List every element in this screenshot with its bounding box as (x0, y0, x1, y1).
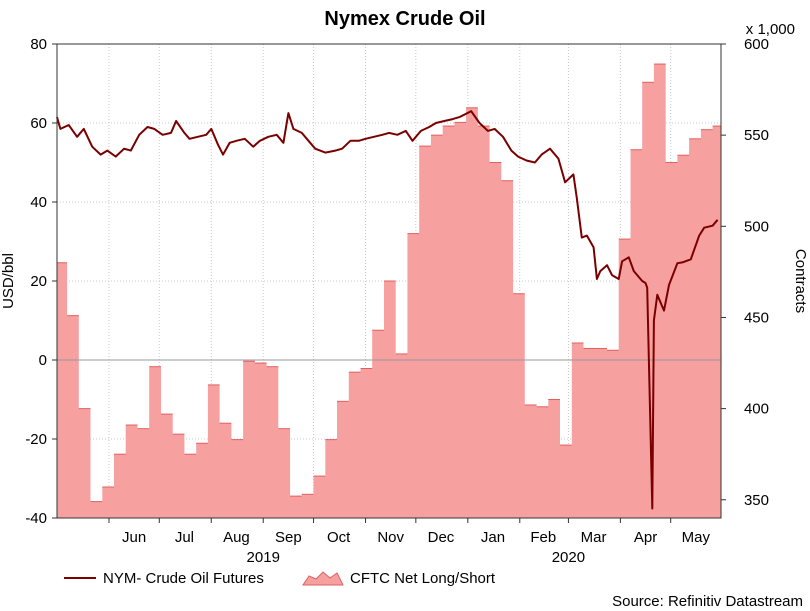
cftc-net-area (57, 63, 721, 518)
cftc-area-fill (57, 64, 721, 518)
x-month-label: Feb (530, 529, 556, 546)
x-year-label: 2019 (247, 549, 280, 566)
x-month-label: Jan (481, 529, 505, 546)
legend-swatch-positions (302, 571, 344, 586)
crude-price-line (56, 110, 719, 510)
right-axis-label: Contracts (792, 249, 809, 313)
right-tick-label: 350 (744, 492, 769, 509)
x-month-label: Dec (428, 529, 455, 546)
right-tick-label: 400 (744, 401, 769, 418)
left-tick-label: 60 (30, 115, 47, 132)
left-axis-label: USD/bbl (0, 253, 17, 309)
left-tick-label: 0 (39, 352, 47, 369)
x-month-label: Apr (634, 529, 657, 546)
legend: NYM- Crude Oil Futures CFTC Net Long/Sho… (64, 570, 496, 587)
right-tick-label: 600 (744, 36, 769, 53)
left-tick-label: 40 (30, 194, 47, 211)
x-month-label: May (682, 529, 711, 546)
x-month-label: Aug (223, 529, 250, 546)
right-tick-label: 550 (744, 127, 769, 144)
chart-title: Nymex Crude Oil (324, 8, 485, 30)
x-month-label: Jul (175, 529, 194, 546)
source-note: Source: Refinitiv Datastream (612, 593, 803, 610)
right-tick-label: 450 (744, 309, 769, 326)
right-axis: 600 550 500 450 400 350 (721, 36, 769, 509)
legend-item-positions: CFTC Net Long/Short (302, 570, 496, 587)
x-month-label: Nov (377, 529, 404, 546)
right-tick-label: 500 (744, 218, 769, 235)
legend-item-price: NYM- Crude Oil Futures (64, 570, 264, 587)
left-tick-label: -40 (25, 510, 47, 527)
left-tick-label: -20 (25, 431, 47, 448)
legend-label-positions: CFTC Net Long/Short (350, 570, 496, 587)
left-tick-label: 80 (30, 36, 47, 53)
x-month-label: Mar (581, 529, 607, 546)
plot-area (56, 43, 722, 519)
right-axis-multiplier: x 1,000 (746, 21, 795, 38)
x-month-label: Oct (327, 529, 351, 546)
legend-label-price: NYM- Crude Oil Futures (103, 570, 264, 587)
x-axis: Jun Jul Aug Sep Oct Nov Dec Jan Feb Mar Apr May 2019… (108, 518, 711, 566)
left-tick-label: 20 (30, 273, 47, 290)
left-axis: 80 60 40 20 0 -20 -40 (25, 36, 57, 527)
x-month-label: Jun (122, 529, 146, 546)
price-line-path (56, 110, 719, 510)
x-year-label: 2020 (552, 549, 585, 566)
x-month-label: Sep (275, 529, 302, 546)
